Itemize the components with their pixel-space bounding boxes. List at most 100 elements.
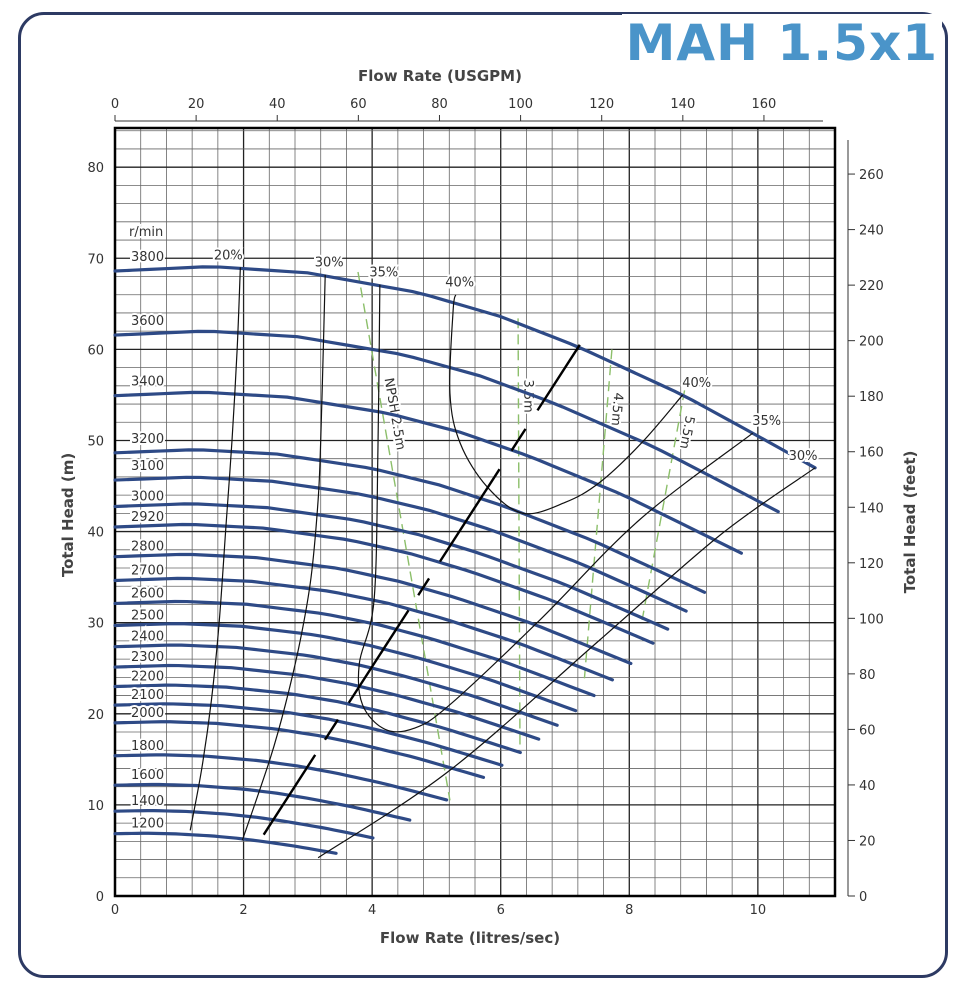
speed-unit-label: r/min	[129, 225, 163, 240]
efficiency-curve	[317, 467, 816, 859]
efficiency-curve	[189, 267, 241, 831]
npsh-curve	[517, 318, 521, 751]
y2-tick-label: 0	[859, 890, 867, 905]
x2-tick-label: 80	[431, 97, 448, 112]
speed-label: 2000	[131, 706, 164, 721]
y2-tick-label: 20	[859, 834, 876, 849]
npsh-curve	[583, 349, 613, 681]
y2-axis-title: Total Head (feet)	[901, 451, 919, 594]
x-tick-label: 0	[111, 903, 119, 918]
efficiency-label: 35%	[752, 414, 781, 429]
speed-label: 3200	[131, 432, 164, 447]
speed-curve-3600	[113, 329, 780, 514]
x-tick-label: 6	[497, 903, 505, 918]
npsh-curve	[641, 390, 686, 621]
speed-curve-1800	[113, 753, 449, 802]
speed-curve-3400	[113, 390, 743, 555]
speed-curve-2300	[113, 663, 541, 741]
y2-tick-label: 220	[859, 279, 884, 294]
y-tick-label: 0	[96, 890, 104, 905]
speed-label: 2300	[131, 650, 164, 665]
npsh-label: 5.5m	[676, 415, 697, 451]
speed-label: 2700	[131, 563, 164, 578]
x-tick-label: 10	[750, 903, 767, 918]
x2-tick-label: 100	[508, 97, 533, 112]
x2-axis-title: Flow Rate (USGPM)	[358, 67, 522, 85]
x-tick-label: 4	[368, 903, 376, 918]
npsh-label: 4.5m	[608, 392, 626, 426]
y-tick-label: 40	[87, 526, 104, 541]
speed-label: 1600	[131, 768, 164, 783]
efficiency-label: 30%	[789, 449, 818, 464]
y2-tick-label: 40	[859, 779, 876, 794]
y2-tick-label: 160	[859, 446, 884, 461]
y2-tick-label: 140	[859, 501, 884, 516]
speed-label: 1800	[131, 739, 164, 754]
y-tick-label: 80	[87, 161, 104, 176]
x2-tick-label: 160	[752, 97, 777, 112]
y-tick-label: 10	[87, 799, 104, 814]
speed-curve-3200	[113, 448, 707, 594]
speed-label: 2600	[131, 586, 164, 601]
y-tick-label: 60	[87, 343, 104, 358]
efficiency-label: 40%	[682, 376, 711, 391]
x2-tick-label: 40	[269, 97, 286, 112]
npsh-label: 3.5m	[520, 379, 535, 412]
efficiency-curve	[357, 284, 754, 733]
y2-tick-label: 60	[859, 723, 876, 738]
speed-curve-3000	[113, 502, 670, 631]
speed-label: 3000	[131, 489, 164, 504]
y-tick-label: 50	[87, 434, 104, 449]
speed-curve-1200	[113, 831, 338, 855]
speed-label: 3600	[131, 314, 164, 329]
speed-label: 1200	[131, 817, 164, 832]
chart-title: MAH 1.5x1	[621, 14, 942, 72]
y2-tick-label: 80	[859, 668, 876, 683]
speed-label: 2400	[131, 630, 164, 645]
efficiency-label: 35%	[369, 266, 398, 281]
y2-tick-label: 260	[859, 168, 884, 183]
speed-curve-2000	[113, 720, 486, 779]
x2-tick-label: 120	[589, 97, 614, 112]
speed-curve-3800	[113, 265, 817, 470]
efficiency-label: 40%	[445, 276, 474, 291]
y-tick-label: 20	[87, 708, 104, 723]
x2-tick-label: 0	[111, 97, 119, 112]
x-axis-title: Flow Rate (litres/sec)	[380, 929, 560, 947]
y2-tick-label: 200	[859, 335, 884, 350]
speed-curve-2100	[113, 702, 504, 767]
speed-curve-3100	[113, 475, 688, 613]
y2-tick-label: 180	[859, 390, 884, 405]
x-tick-label: 8	[625, 903, 633, 918]
x-tick-label: 2	[239, 903, 247, 918]
speed-curve-2920	[113, 522, 655, 645]
limit-line	[248, 344, 581, 857]
speed-label: 1400	[131, 794, 164, 809]
speed-label: 3800	[131, 250, 164, 265]
speed-label: 2100	[131, 688, 164, 703]
x2-tick-label: 60	[350, 97, 367, 112]
x2-tick-label: 140	[670, 97, 695, 112]
efficiency-curve	[241, 274, 326, 841]
y2-tick-label: 240	[859, 224, 884, 239]
y-tick-label: 30	[87, 617, 104, 632]
chart-frame	[18, 12, 948, 978]
speed-curve-1400	[113, 809, 375, 840]
npsh-curve	[357, 271, 451, 801]
speed-curve-2400	[113, 643, 559, 727]
speed-label: 3100	[131, 459, 164, 474]
speed-label: 2200	[131, 670, 164, 685]
speed-curve-2500	[113, 622, 578, 713]
x2-tick-label: 20	[188, 97, 205, 112]
efficiency-label: 20%	[214, 248, 243, 263]
y2-tick-label: 100	[859, 612, 884, 627]
speed-label: 2800	[131, 540, 164, 555]
speed-label: 2920	[131, 510, 164, 525]
y-tick-label: 70	[87, 252, 104, 267]
speed-label: 2500	[131, 608, 164, 623]
speed-curve-2700	[113, 576, 615, 682]
speed-curve-2200	[113, 683, 522, 755]
speed-label: 3400	[131, 375, 164, 390]
efficiency-curve	[449, 294, 684, 515]
